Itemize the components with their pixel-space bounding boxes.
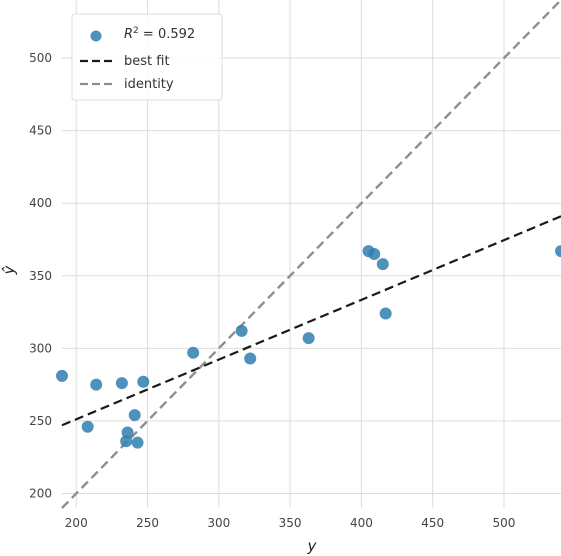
data-point — [379, 307, 392, 320]
x-tick-label: 300 — [207, 516, 230, 530]
legend-r2-label: R2 = 0.592 — [124, 26, 195, 42]
y-tick-label: 350 — [29, 269, 52, 283]
data-point — [121, 426, 134, 439]
y-tick-label: 450 — [29, 124, 52, 138]
best-fit-line — [61, 215, 561, 427]
x-tick-label: 250 — [136, 516, 159, 530]
y-axis-ticks: 200 250 300 350 400 450 500 — [29, 51, 52, 500]
data-point — [368, 248, 381, 260]
data-point — [235, 324, 248, 337]
y-tick-label: 500 — [29, 51, 52, 65]
legend: R2 = 0.592 best fit identity — [71, 13, 223, 101]
y-tick-label: 250 — [29, 414, 52, 428]
y-tick-label: 300 — [29, 341, 52, 355]
y-tick-label: 400 — [29, 196, 52, 210]
data-point — [244, 352, 257, 365]
data-point — [187, 346, 200, 359]
legend-box — [71, 13, 223, 101]
legend-identity-label: identity — [124, 77, 174, 92]
data-point — [137, 375, 150, 388]
data-point — [302, 332, 315, 345]
grid — [62, 0, 561, 508]
legend-marker-points — [90, 30, 102, 42]
series — [56, 0, 561, 509]
x-tick-label: 500 — [493, 516, 516, 530]
x-axis-label: y — [307, 537, 318, 555]
data-point — [128, 409, 141, 422]
data-point — [81, 420, 94, 433]
y-tick-label: 200 — [29, 486, 52, 500]
x-tick-label: 350 — [279, 516, 302, 530]
x-axis-ticks: 200 250 300 350 400 450 500 — [65, 516, 516, 530]
x-tick-label: 400 — [350, 516, 373, 530]
data-point — [115, 377, 128, 390]
data-point — [555, 245, 561, 258]
data-point — [131, 436, 144, 449]
x-tick-label: 200 — [65, 516, 88, 530]
y-axis-label: ŷ — [0, 264, 18, 275]
data-point — [56, 369, 68, 382]
x-tick-label: 450 — [421, 516, 444, 530]
identity-line — [61, 0, 561, 509]
data-point — [90, 378, 103, 391]
legend-best-fit-label: best fit — [124, 54, 170, 69]
data-point — [376, 258, 389, 271]
